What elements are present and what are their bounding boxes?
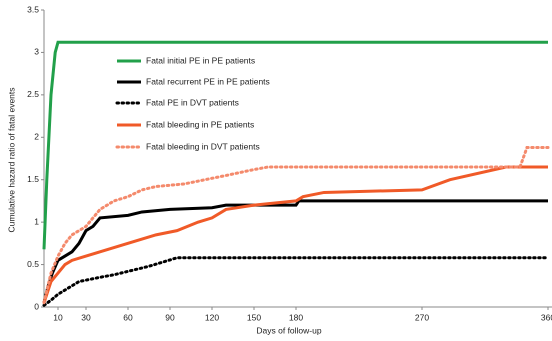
legend-label: Fatal bleeding in DVT patients	[146, 141, 260, 151]
series-line	[42, 165, 548, 304]
y-tick-label: 3	[34, 47, 39, 57]
y-tick-label: 2	[34, 132, 39, 142]
x-axis-title: Days of follow-up	[256, 325, 321, 335]
x-tick-label: 150	[247, 312, 261, 322]
series-line	[42, 40, 548, 250]
x-tick-label: 270	[415, 312, 429, 322]
legend-label: Fatal PE in DVT patients	[146, 97, 239, 107]
series-line	[42, 145, 550, 305]
x-tick-label: 360	[541, 312, 552, 322]
x-tick-label: 30	[81, 312, 91, 322]
y-tick-label: 1.5	[27, 174, 39, 184]
y-tick-label: 1	[34, 216, 39, 226]
series-line	[42, 256, 550, 307]
legend-label: Fatal bleeding in PE patients	[146, 119, 254, 129]
x-tick-label: 60	[123, 312, 133, 322]
legend-label: Fatal recurrent PE in PE patients	[146, 76, 270, 86]
y-tick-label: 0	[34, 301, 39, 311]
x-tick-label: 90	[165, 312, 175, 322]
y-tick-label: 0.5	[27, 259, 39, 269]
x-tick-label: 180	[289, 312, 303, 322]
y-tick-label: 2.5	[27, 89, 39, 99]
series-line	[42, 199, 548, 304]
y-axis-title: Cumulative hazard ratio of fatal events	[6, 87, 16, 232]
x-tick-label: 10	[53, 312, 63, 322]
y-tick-label: 3.5	[27, 4, 39, 14]
legend-label: Fatal initial PE in PE patients	[146, 55, 255, 65]
x-tick-label: 120	[205, 312, 219, 322]
